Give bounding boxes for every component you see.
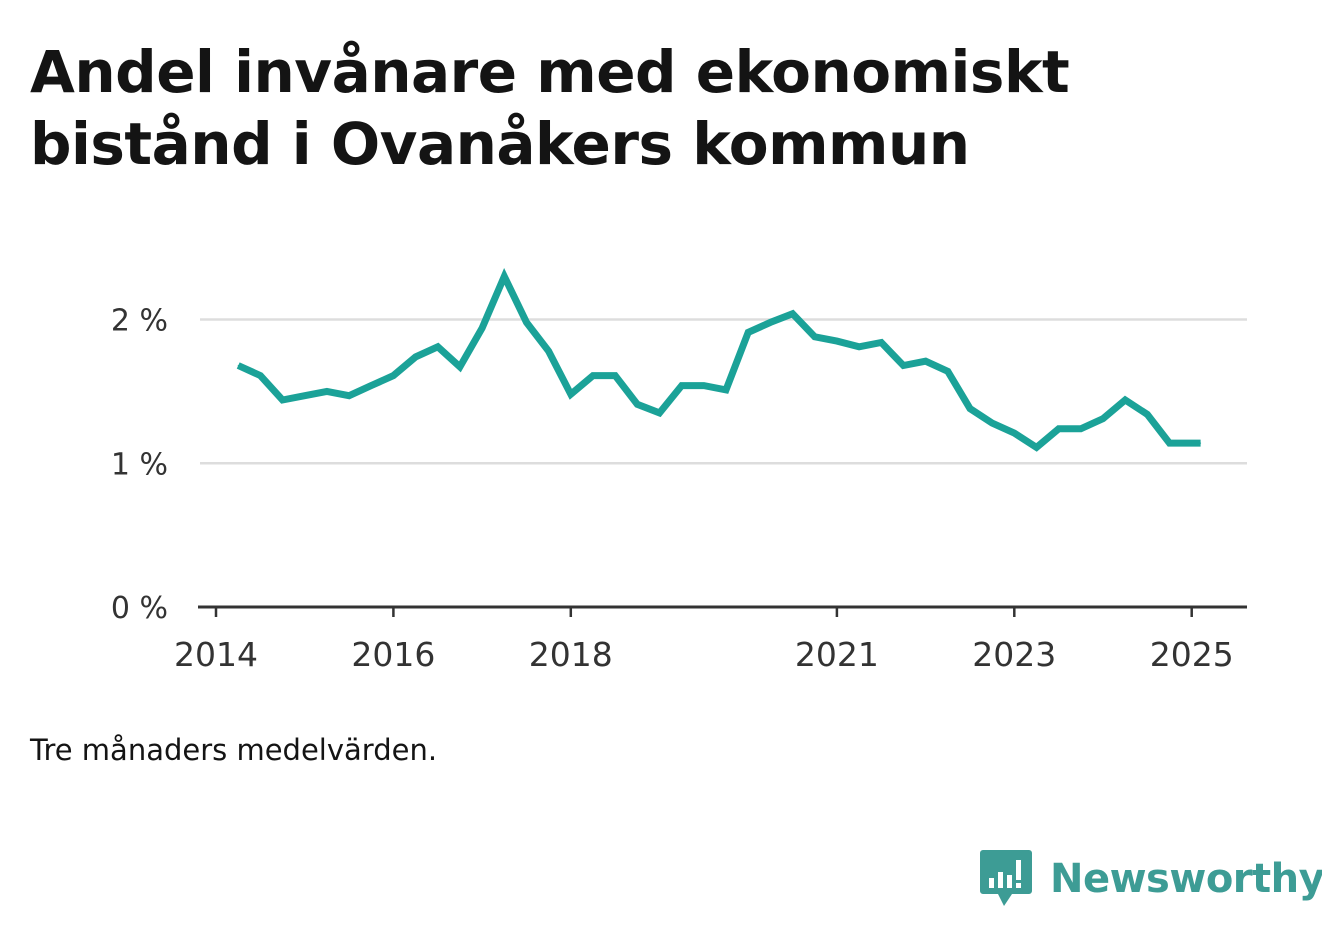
gridlines [200,318,1247,465]
data-point [526,321,527,323]
data-point [1102,418,1104,420]
data-point [681,385,683,387]
data-point [1080,428,1082,430]
chart-title: Andel invånare med ekonomiskt bistånd i … [30,38,1070,178]
data-point [237,365,239,366]
data-point [902,365,904,366]
data-point [769,321,771,323]
data-point [437,346,439,348]
data-point [1200,442,1202,444]
data-point [792,313,794,315]
data-point [459,366,461,368]
data-point [415,356,417,358]
data-point [725,389,727,391]
y-tick-label: 0 % [111,591,168,626]
data-point [370,385,372,387]
chart-note: Tre månaders medelvärden. [30,733,438,767]
data-point [548,350,550,352]
data-point [348,395,350,397]
data-point [991,422,993,424]
x-tick-label: 2016 [351,635,435,674]
series [236,267,1202,452]
data-point [392,375,394,377]
data-point [836,340,838,342]
data-point [1036,446,1037,448]
brand-logo[interactable]: Newsworthy [980,848,1322,910]
data-point [814,336,816,338]
brand-name: Newsworthy [1050,856,1322,902]
x-tick-label: 2014 [174,635,258,674]
data-point [747,331,749,333]
x-tick-label: 2023 [972,635,1056,674]
data-point [259,375,261,377]
data-point [1146,413,1148,415]
x-tick-label: 2018 [529,635,613,674]
data-point [282,399,283,401]
data-point [304,395,306,397]
x-tick-label: 2025 [1150,635,1234,674]
data-point [481,327,483,329]
data-point [1124,399,1126,401]
series-line-0 [236,267,1201,452]
data-point [326,390,328,392]
data-point [969,408,971,410]
data-point [503,275,505,277]
y-tick-label: 1 % [111,447,168,482]
data-point [1191,442,1193,444]
data-point [659,412,660,414]
data-point [614,375,616,377]
data-point [570,393,572,395]
data-point [925,360,927,362]
data-point [947,370,949,372]
data-point [880,342,882,343]
data-point [1169,442,1170,444]
x-tick-label: 2021 [795,635,879,674]
y-tick-label: 2 % [111,304,168,339]
y-axis-labels: 0 % 1 % 2 % [111,304,168,627]
bar-chart-speech-bubble-icon [980,850,1032,906]
data-point [703,385,705,387]
data-point [1013,432,1015,434]
data-point [592,375,594,377]
data-point [636,403,638,405]
data-point [858,346,860,348]
x-axis [198,605,1247,617]
x-axis-labels: 2014 2016 2018 2021 2023 2025 [174,635,1234,674]
data-point [1058,428,1060,430]
